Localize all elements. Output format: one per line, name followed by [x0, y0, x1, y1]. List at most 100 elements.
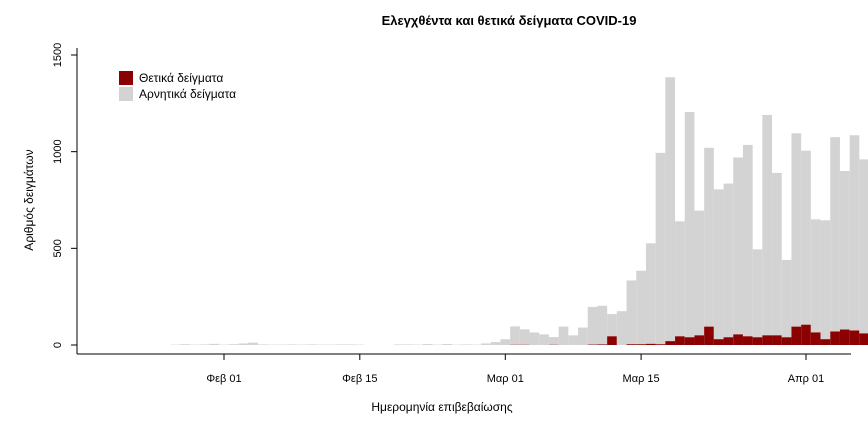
x-axis-label: Ημερομηνία επιβεβαίωσης: [371, 400, 512, 414]
chart-title: Ελεγχθέντα και θετικά δείγματα COVID-19: [382, 13, 637, 28]
bar-positive: [820, 339, 831, 345]
bar-positive: [733, 334, 743, 345]
bar-negative: [180, 344, 191, 345]
bar-negative: [723, 183, 734, 338]
bar-negative: [199, 344, 210, 345]
bar-negative: [849, 135, 860, 331]
legend-label-positive: Θετικά δείγματα: [139, 71, 223, 85]
x-tick-label: Φεβ 15: [342, 373, 377, 385]
x-tick-label: Απρ 01: [788, 373, 824, 385]
bar-negative: [248, 342, 258, 345]
bar-negative: [519, 329, 530, 345]
bar-negative: [684, 112, 695, 338]
bar-negative: [675, 221, 685, 337]
bar-negative: [810, 219, 821, 333]
bar-positive: [636, 344, 646, 345]
bar-positive: [849, 330, 860, 345]
bar-negative: [529, 332, 540, 345]
bar-negative: [801, 150, 811, 325]
bar-negative: [238, 343, 249, 345]
bar-negative: [839, 171, 850, 330]
bar-negative: [645, 243, 656, 344]
bar-positive: [791, 326, 802, 345]
bar-negative: [752, 249, 763, 338]
bar-negative: [607, 314, 617, 337]
bar-negative: [209, 343, 220, 345]
y-ticks: 0 500 1000 1500: [52, 43, 77, 348]
bar-positive: [723, 337, 734, 345]
bar-negative: [481, 343, 491, 345]
bar-negative: [393, 344, 404, 345]
x-ticks: Φεβ 01 Φεβ 15 Μαρ 01 Μαρ 15 Απρ 01: [206, 354, 824, 385]
bar-negative: [704, 147, 714, 327]
y-tick-label: 0: [52, 342, 64, 348]
bar-negative: [422, 344, 433, 345]
bar-negative: [830, 137, 840, 332]
bar-negative: [558, 326, 569, 345]
bars-layer: [170, 77, 868, 345]
y-axis-label: Αριθμός δειγμάτων: [22, 149, 36, 250]
bar-negative: [694, 210, 705, 336]
bar-positive: [742, 336, 753, 345]
bar-negative: [665, 77, 676, 342]
bar-negative: [568, 335, 579, 345]
bar-negative: [548, 337, 559, 345]
bar-negative: [616, 311, 627, 345]
bar-negative: [578, 327, 588, 345]
bar-negative: [228, 344, 239, 345]
legend: Θετικά δείγματα Αρνητικά δείγματα: [119, 71, 236, 101]
bar-positive: [810, 332, 821, 345]
bar-positive: [626, 344, 637, 345]
bar-negative: [820, 220, 831, 340]
bar-positive: [713, 339, 724, 345]
legend-label-negative: Αρνητικά δείγματα: [139, 87, 236, 101]
bar-positive: [762, 335, 773, 345]
bar-negative: [597, 305, 608, 345]
bar-positive: [839, 329, 850, 345]
legend-swatch-positive: [119, 71, 133, 85]
bar-positive: [752, 337, 763, 345]
legend-swatch-negative: [119, 87, 133, 101]
bar-positive: [655, 344, 666, 345]
bar-negative: [772, 172, 782, 336]
bar-negative: [490, 342, 501, 345]
bar-negative: [500, 339, 511, 345]
bar-negative: [791, 133, 802, 327]
bar-negative: [733, 157, 743, 335]
bar-positive: [859, 333, 868, 345]
bar-positive: [597, 344, 608, 345]
bar-positive: [645, 343, 656, 345]
bar-positive: [675, 336, 685, 345]
bar-negative: [859, 159, 868, 334]
bar-negative: [655, 152, 666, 345]
bar-positive: [781, 337, 792, 345]
bar-negative: [742, 144, 753, 337]
x-tick-label: Μαρ 01: [487, 373, 524, 385]
bar-negative: [345, 344, 355, 345]
bar-negative: [287, 344, 297, 345]
bar-negative: [257, 344, 268, 345]
bar-positive: [830, 331, 840, 345]
bar-positive: [801, 324, 811, 345]
bar-negative: [762, 114, 773, 336]
bar-positive: [694, 335, 705, 345]
bar-positive: [607, 336, 617, 345]
bar-positive: [704, 326, 714, 345]
bar-negative: [442, 344, 452, 345]
bar-negative: [510, 326, 520, 345]
bar-positive: [665, 341, 676, 345]
bar-negative: [626, 280, 637, 345]
y-tick-label: 500: [52, 239, 64, 257]
x-tick-label: Μαρ 15: [623, 373, 660, 385]
bar-negative: [539, 334, 549, 345]
bar-negative: [461, 344, 472, 345]
y-tick-label: 1500: [52, 43, 64, 67]
x-tick-label: Φεβ 01: [206, 373, 241, 385]
bar-negative: [713, 189, 724, 340]
bar-negative: [335, 344, 346, 345]
bar-negative: [306, 344, 317, 345]
bar-positive: [772, 335, 782, 345]
bar-negative: [636, 270, 646, 345]
bar-negative: [587, 306, 598, 345]
